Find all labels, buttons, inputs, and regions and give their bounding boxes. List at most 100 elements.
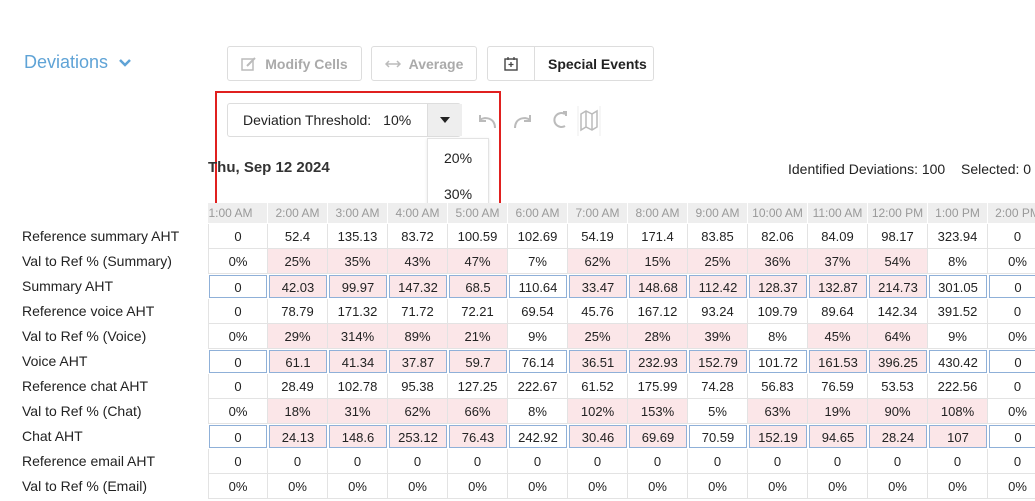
table-cell[interactable]: 43% [388,249,448,274]
table-cell[interactable]: 93.24 [688,299,748,324]
table-cell[interactable]: 36.51 [569,350,627,373]
table-cell[interactable]: 47% [448,249,508,274]
table-cell[interactable]: 0 [688,449,748,474]
table-cell[interactable]: 152.19 [749,425,807,448]
table-cell[interactable]: 25% [568,324,628,349]
table-cell[interactable]: 153% [628,399,688,424]
table-cell[interactable]: 0% [988,324,1035,349]
table-cell[interactable]: 0% [448,474,508,499]
table-cell[interactable]: 69.69 [629,425,687,448]
table-cell[interactable]: 0% [388,474,448,499]
table-cell[interactable]: 108% [928,399,988,424]
table-cell[interactable]: 0 [988,224,1035,249]
table-cell[interactable]: 127.25 [448,374,508,399]
table-cell[interactable]: 9% [508,324,568,349]
table-cell[interactable]: 161.53 [809,350,867,373]
table-cell[interactable]: 102.78 [328,374,388,399]
table-cell[interactable]: 66% [448,399,508,424]
table-cell[interactable]: 45.76 [568,299,628,324]
table-cell[interactable]: 132.87 [809,275,867,298]
table-cell[interactable]: 102% [568,399,628,424]
table-cell[interactable]: 72.21 [448,299,508,324]
table-cell[interactable]: 0 [328,449,388,474]
dropdown-toggle[interactable] [427,104,462,136]
table-cell[interactable]: 84.09 [808,224,868,249]
table-cell[interactable]: 0 [208,374,268,399]
table-cell[interactable]: 135.13 [328,224,388,249]
table-cell[interactable]: 0 [209,275,267,298]
table-cell[interactable]: 232.93 [629,350,687,373]
table-cell[interactable]: 0 [208,299,268,324]
table-cell[interactable]: 33.47 [569,275,627,298]
table-cell[interactable]: 0% [988,474,1035,499]
table-cell[interactable]: 0% [688,474,748,499]
section-menu[interactable]: Deviations [24,52,132,73]
table-cell[interactable]: 21% [448,324,508,349]
table-cell[interactable]: 76.43 [449,425,507,448]
table-cell[interactable]: 314% [328,324,388,349]
table-cell[interactable]: 94.65 [809,425,867,448]
table-cell[interactable]: 28.49 [268,374,328,399]
table-cell[interactable]: 61.52 [568,374,628,399]
table-cell[interactable]: 45% [808,324,868,349]
table-cell[interactable]: 242.92 [509,425,567,448]
table-cell[interactable]: 0 [808,449,868,474]
table-cell[interactable]: 25% [688,249,748,274]
map-icon[interactable] [577,106,601,136]
table-cell[interactable]: 102.69 [508,224,568,249]
table-cell[interactable]: 0% [808,474,868,499]
table-cell[interactable]: 152.79 [689,350,747,373]
table-cell[interactable]: 171.4 [628,224,688,249]
table-cell[interactable]: 42.03 [269,275,327,298]
table-cell[interactable]: 71.72 [388,299,448,324]
threshold-select[interactable]: Deviation Threshold: 10% [227,103,462,137]
table-cell[interactable]: 8% [748,324,808,349]
table-cell[interactable]: 98.17 [868,224,928,249]
table-cell[interactable]: 63% [748,399,808,424]
refresh-icon[interactable] [553,111,567,128]
table-cell[interactable]: 0 [209,350,267,373]
table-cell[interactable]: 0 [388,449,448,474]
table-cell[interactable]: 175.99 [628,374,688,399]
table-cell[interactable]: 56.83 [748,374,808,399]
table-cell[interactable]: 62% [388,399,448,424]
table-cell[interactable]: 0% [988,249,1035,274]
table-cell[interactable]: 0% [208,399,268,424]
table-cell[interactable]: 0 [988,449,1035,474]
special-events-button[interactable]: Special Events [487,46,654,81]
table-cell[interactable]: 0 [628,449,688,474]
table-cell[interactable]: 82.06 [748,224,808,249]
table-cell[interactable]: 107 [929,425,987,448]
table-cell[interactable]: 0% [508,474,568,499]
table-cell[interactable]: 8% [508,399,568,424]
redo-icon[interactable] [514,115,531,129]
table-cell[interactable]: 39% [688,324,748,349]
table-cell[interactable]: 301.05 [929,275,987,298]
table-cell[interactable]: 0% [928,474,988,499]
table-cell[interactable]: 7% [508,249,568,274]
table-cell[interactable]: 100.59 [448,224,508,249]
table-cell[interactable]: 76.14 [509,350,567,373]
table-cell[interactable]: 148.68 [629,275,687,298]
table-cell[interactable]: 70.59 [689,425,747,448]
table-cell[interactable]: 0 [208,224,268,249]
average-button[interactable]: Average [371,46,477,81]
table-cell[interactable]: 167.12 [628,299,688,324]
table-cell[interactable]: 78.79 [268,299,328,324]
table-cell[interactable]: 147.32 [389,275,447,298]
table-cell[interactable]: 64% [868,324,928,349]
table-cell[interactable]: 9% [928,324,988,349]
table-cell[interactable]: 83.72 [388,224,448,249]
table-cell[interactable]: 0% [628,474,688,499]
table-cell[interactable]: 0 [989,275,1035,298]
table-cell[interactable]: 53.53 [868,374,928,399]
table-cell[interactable]: 128.37 [749,275,807,298]
table-cell[interactable]: 109.79 [748,299,808,324]
table-cell[interactable]: 0% [328,474,388,499]
undo-icon[interactable] [479,115,496,129]
menu-option[interactable]: 30% [444,186,473,202]
table-cell[interactable]: 68.5 [449,275,507,298]
table-cell[interactable]: 0% [988,399,1035,424]
table-cell[interactable]: 37.87 [389,350,447,373]
table-cell[interactable]: 8% [928,249,988,274]
